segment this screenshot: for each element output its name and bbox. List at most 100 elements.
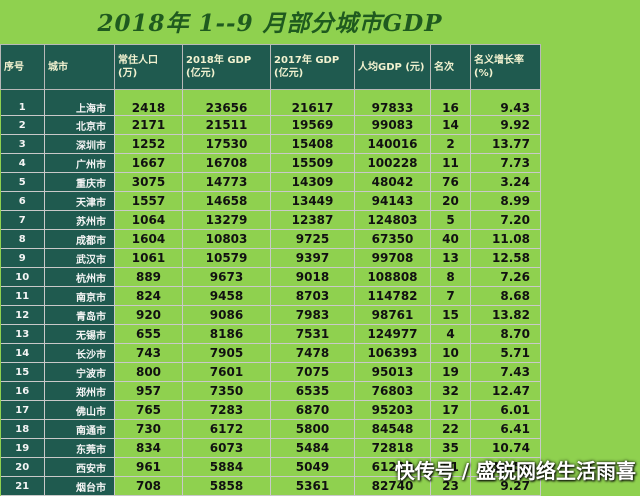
per-capita-gdp-cell: 99708	[354, 248, 431, 268]
table-row: 19 东莞市 834 6073 5484 72818 35 10.74	[0, 438, 541, 458]
table-row: 15 宁波市 800 7601 7075 95013 19 7.43	[0, 362, 541, 382]
gdp-2018-cell: 14658	[182, 191, 271, 211]
row-index: 14	[0, 343, 45, 363]
growth-rate-cell: 9.27	[470, 476, 541, 496]
gdp-2017-cell: 5484	[270, 438, 355, 458]
gdp-2018-cell: 16708	[182, 153, 271, 173]
table-row: 14 长沙市 743 7905 7478 106393 10 5.71	[0, 343, 541, 363]
rank-cell: 19	[430, 362, 471, 382]
per-capita-gdp-cell: 61228	[354, 457, 431, 477]
title-bar: 2018年 1--9 月部分城市GDP	[0, 0, 640, 44]
per-capita-gdp-cell: 106393	[354, 343, 431, 363]
per-capita-gdp-cell: 84548	[354, 419, 431, 439]
row-index: 15	[0, 362, 45, 382]
gdp-2017-cell: 5361	[270, 476, 355, 496]
header-growth-rate: 名义增长率 (%)	[470, 44, 541, 90]
table-row: 7 苏州市 1064 13279 12387 124803 5 7.20	[0, 210, 541, 230]
growth-rate-cell: 9.92	[470, 115, 541, 135]
table-row: 4 广州市 1667 16708 15509 100228 11 7.73	[0, 153, 541, 173]
growth-rate-cell: 13.82	[470, 305, 541, 325]
gdp-2017-cell: 12387	[270, 210, 355, 230]
gdp-2017-cell: 13449	[270, 191, 355, 211]
city-name: 北京市	[44, 115, 115, 135]
gdp-2017-cell: 6870	[270, 400, 355, 420]
table-row: 13 无锡市 655 8186 7531 124977 4 8.70	[0, 324, 541, 344]
table-row: 3 深圳市 1252 17530 15408 140016 2 13.77	[0, 134, 541, 154]
gdp-2018-cell: 23656	[182, 89, 271, 116]
row-index: 9	[0, 248, 45, 268]
population-cell: 2418	[114, 89, 183, 116]
row-index: 10	[0, 267, 45, 287]
gdp-2017-cell: 21617	[270, 89, 355, 116]
row-index: 18	[0, 419, 45, 439]
growth-rate-cell: 7.20	[470, 210, 541, 230]
rank-cell: 14	[430, 115, 471, 135]
population-cell: 743	[114, 343, 183, 363]
per-capita-gdp-cell: 82740	[354, 476, 431, 496]
per-capita-gdp-cell: 100228	[354, 153, 431, 173]
growth-rate-cell: 8.68	[470, 286, 541, 306]
city-name: 杭州市	[44, 267, 115, 287]
per-capita-gdp-cell: 94143	[354, 191, 431, 211]
per-capita-gdp-cell: 99083	[354, 115, 431, 135]
gdp-2018-cell: 9086	[182, 305, 271, 325]
gdp-2018-cell: 6073	[182, 438, 271, 458]
growth-rate-cell: 6.41	[470, 419, 541, 439]
rank-cell: 5	[430, 210, 471, 230]
population-cell: 1064	[114, 210, 183, 230]
table-row: 12 青岛市 920 9086 7983 98761 15 13.82	[0, 305, 541, 325]
growth-rate-cell: 13.77	[470, 134, 541, 154]
rank-cell: 40	[430, 229, 471, 249]
table-row: 10 杭州市 889 9673 9018 108808 8 7.26	[0, 267, 541, 287]
population-cell: 1604	[114, 229, 183, 249]
population-cell: 1252	[114, 134, 183, 154]
header-population: 常住人口 (万)	[114, 44, 183, 90]
population-cell: 3075	[114, 172, 183, 192]
gdp-2018-cell: 6172	[182, 419, 271, 439]
table-row: 5 重庆市 3075 14773 14309 48042 76 3.24	[0, 172, 541, 192]
city-name: 成都市	[44, 229, 115, 249]
city-name: 西安市	[44, 457, 115, 477]
per-capita-gdp-cell: 124803	[354, 210, 431, 230]
row-index: 11	[0, 286, 45, 306]
page-title: 2018年 1--9 月部分城市GDP	[97, 10, 443, 37]
growth-rate-cell: 6.01	[470, 400, 541, 420]
gdp-2017-cell: 7075	[270, 362, 355, 382]
rank-cell: 17	[430, 400, 471, 420]
gdp-2017-cell: 15509	[270, 153, 355, 173]
table-row: 18 南通市 730 6172 5800 84548 22 6.41	[0, 419, 541, 439]
header-index: 序号	[0, 44, 45, 90]
gdp-2018-cell: 10803	[182, 229, 271, 249]
city-name: 青岛市	[44, 305, 115, 325]
population-cell: 2171	[114, 115, 183, 135]
rank-cell: 4	[430, 324, 471, 344]
gdp-2017-cell: 9725	[270, 229, 355, 249]
table-row: 8 成都市 1604 10803 9725 67350 40 11.08	[0, 229, 541, 249]
city-name: 郑州市	[44, 381, 115, 401]
row-index: 2	[0, 115, 45, 135]
table-row: 6 天津市 1557 14658 13449 94143 20 8.99	[0, 191, 541, 211]
city-name: 南通市	[44, 419, 115, 439]
header-city: 城市	[44, 44, 115, 90]
rank-cell: 76	[430, 172, 471, 192]
per-capita-gdp-cell: 76803	[354, 381, 431, 401]
city-name: 东莞市	[44, 438, 115, 458]
table-row: 20 西安市 961 5884 5049 61228 51 16.54	[0, 457, 541, 477]
growth-rate-cell: 16.54	[470, 457, 541, 477]
rank-cell: 16	[430, 89, 471, 116]
row-index: 13	[0, 324, 45, 344]
rank-cell: 15	[430, 305, 471, 325]
gdp-2017-cell: 8703	[270, 286, 355, 306]
rank-cell: 10	[430, 343, 471, 363]
per-capita-gdp-cell: 72818	[354, 438, 431, 458]
gdp-2018-cell: 9673	[182, 267, 271, 287]
gdp-2017-cell: 7531	[270, 324, 355, 344]
rank-cell: 7	[430, 286, 471, 306]
growth-rate-cell: 5.71	[470, 343, 541, 363]
rank-cell: 23	[430, 476, 471, 496]
population-cell: 957	[114, 381, 183, 401]
row-index: 4	[0, 153, 45, 173]
table-row: 17 佛山市 765 7283 6870 95203 17 6.01	[0, 400, 541, 420]
row-index: 16	[0, 381, 45, 401]
gdp-table: 序号 城市 常住人口 (万) 2018年 GDP (亿元) 2017年 GDP …	[0, 44, 541, 496]
